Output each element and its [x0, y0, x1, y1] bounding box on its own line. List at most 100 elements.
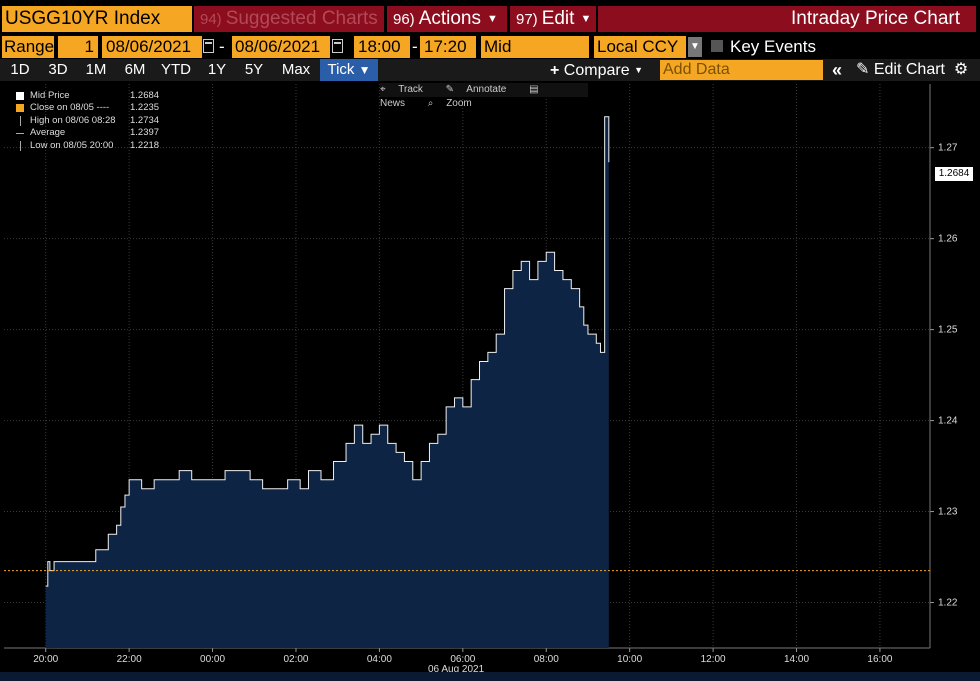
y-tick-label: 1.25	[938, 325, 958, 336]
x-tick-label: 14:00	[784, 654, 809, 665]
orange-square-icon	[16, 104, 24, 113]
key-events-label: Key Events	[730, 37, 816, 56]
price-type-field[interactable]: Mid	[481, 36, 589, 58]
low-marker-icon	[20, 140, 21, 151]
price-chart[interactable]: 20:00 22:00 00:00 02:00 04:00 06:00 08:00 10:00…	[0, 82, 980, 681]
magnifier-icon: ⌕	[427, 98, 434, 109]
x-tick-label: 10:00	[617, 654, 642, 665]
y-tick-label: 1.24	[938, 416, 958, 427]
x-tick-label: 22:00	[117, 654, 142, 665]
chevron-down-icon[interactable]: ▼	[688, 37, 702, 57]
x-tick-label: 02:00	[283, 654, 308, 665]
tab-label: Edit	[541, 8, 575, 29]
x-axis-date-label: 06 Aug 2021	[428, 664, 485, 675]
compare-label: Compare	[563, 62, 630, 79]
tab-label: Actions	[418, 8, 481, 29]
period-3d-button[interactable]: 3D	[48, 61, 68, 78]
start-date-field[interactable]: 08/06/2021	[102, 36, 202, 58]
x-tick-label: 06:00	[450, 654, 475, 665]
zoom-tool[interactable]: ⌕ Zoom	[428, 98, 482, 109]
range-label: Range	[2, 36, 55, 58]
period-max-button[interactable]: Max	[281, 61, 311, 78]
crosshair-icon: ⌖	[380, 84, 386, 95]
chevron-down-icon: ▼	[358, 63, 371, 77]
y-tick-label: 1.27	[938, 143, 958, 154]
average-marker-icon	[16, 133, 24, 135]
tab-number: 97)	[516, 11, 538, 28]
period-tick-label: Tick	[327, 61, 355, 78]
legend-value: 1.2684	[130, 90, 160, 101]
period-tick-button[interactable]: Tick ▼	[320, 59, 378, 81]
suggested-charts-tab[interactable]: 94) Suggested Charts	[194, 6, 384, 32]
annotate-label: Annotate	[466, 84, 507, 95]
chevron-down-icon: ▼	[487, 13, 498, 25]
chevron-down-icon: ▼	[634, 65, 643, 75]
calendar-icon[interactable]	[203, 39, 214, 53]
legend-label: Low on 08/05 20:00	[30, 139, 114, 151]
pencil-icon: ✎	[856, 61, 870, 78]
x-tick-label: 08:00	[534, 654, 559, 665]
currency-select[interactable]: Local CCY	[594, 36, 686, 58]
status-strip	[0, 672, 980, 681]
legend-value: 1.2397	[130, 127, 160, 139]
plus-icon: +	[550, 62, 560, 79]
current-value-label: 1.2684	[935, 167, 973, 181]
chart-area[interactable]: 20:00 22:00 00:00 02:00 04:00 06:00 08:00 10:00…	[0, 82, 980, 681]
white-square-icon	[16, 92, 24, 100]
x-tick-label: 20:00	[33, 654, 58, 665]
security-ticker[interactable]: USGG10YR Index	[2, 6, 192, 32]
legend-label: High on 08/06 08:28	[30, 114, 116, 126]
period-5y-button[interactable]: 5Y	[244, 61, 264, 78]
track-label: Track	[398, 84, 423, 95]
high-marker-icon	[20, 115, 21, 126]
gear-icon[interactable]: ⚙	[953, 61, 969, 78]
news-label: News	[380, 98, 406, 109]
key-events-checkbox[interactable]	[711, 40, 723, 52]
legend-label: Mid Price	[30, 90, 70, 101]
zoom-label: Zoom	[446, 98, 472, 109]
legend-value: 1.2218	[130, 139, 160, 151]
chevron-down-icon: ▼	[580, 13, 592, 25]
annotation-toolbar: ⌖ Track ✎ Annotate ▤ News ⌕ Zoom	[380, 83, 588, 109]
edit-chart-label: Edit Chart	[873, 61, 945, 78]
end-time-field[interactable]: 17:20	[420, 36, 476, 58]
y-tick-label: 1.23	[938, 507, 958, 518]
period-6m-button[interactable]: 6M	[124, 61, 146, 78]
range-quantity-field[interactable]: 1	[58, 36, 98, 58]
price-line	[45, 116, 610, 587]
x-tick-label: 16:00	[867, 654, 892, 665]
x-tick-label: 00:00	[200, 654, 225, 665]
news-tool[interactable]: ▤ News	[380, 84, 549, 109]
end-date-field[interactable]: 08/06/2021	[232, 36, 330, 58]
compare-button[interactable]: + Compare ▼	[550, 59, 650, 81]
edit-menu[interactable]: 97) Edit ▼	[510, 6, 596, 32]
page-title: Intraday Price Chart	[598, 6, 976, 32]
y-tick-label: 1.26	[938, 234, 958, 245]
y-tick-label: 1.22	[938, 598, 958, 609]
period-1y-button[interactable]: 1Y	[207, 61, 227, 78]
news-icon: ▤	[529, 84, 539, 95]
date-separator: -	[219, 37, 225, 56]
period-1d-button[interactable]: 1D	[10, 61, 30, 78]
legend-label: Average	[30, 127, 66, 139]
start-time-field[interactable]: 18:00	[354, 36, 410, 58]
legend-value: 1.2235	[130, 102, 160, 114]
x-tick-label: 12:00	[701, 654, 726, 665]
pencil-icon: ✎	[445, 84, 455, 95]
legend-value: 1.2734	[130, 114, 160, 126]
time-separator: -	[412, 37, 418, 56]
annotate-tool[interactable]: ✎ Annotate	[446, 84, 517, 95]
period-1m-button[interactable]: 1M	[85, 61, 107, 78]
track-tool[interactable]: ⌖ Track	[380, 84, 433, 95]
actions-menu[interactable]: 96) Actions ▼	[387, 6, 507, 32]
x-tick-label: 04:00	[367, 654, 392, 665]
calendar-icon[interactable]	[332, 39, 343, 53]
legend-label: Close on 08/05 ----	[30, 102, 110, 114]
tab-number: 96)	[393, 11, 415, 28]
collapse-icon[interactable]: «	[831, 60, 842, 80]
add-data-input[interactable]: Add Data	[660, 60, 823, 80]
tab-number: 94)	[200, 11, 222, 28]
edit-chart-button[interactable]: ✎ Edit Chart	[856, 59, 948, 81]
price-area	[45, 116, 609, 648]
period-ytd-button[interactable]: YTD	[161, 61, 191, 78]
